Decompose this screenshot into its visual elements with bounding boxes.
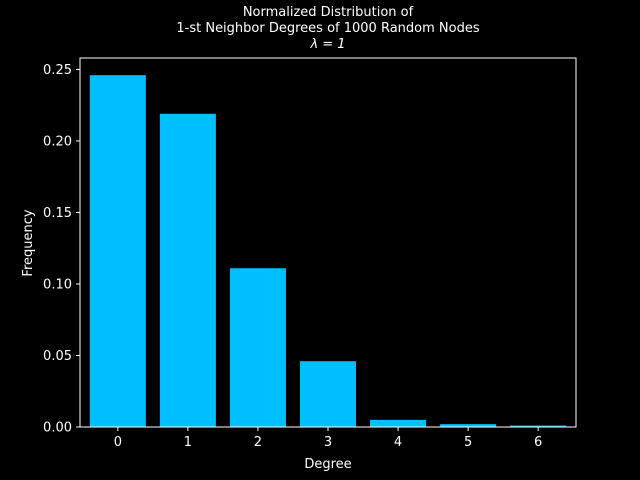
y-tick-label: 0.05	[43, 349, 72, 364]
axes-frame	[79, 57, 577, 428]
x-tick-label: 4	[394, 435, 402, 450]
bar-degree-0	[89, 75, 146, 427]
y-axis-label: Frequency	[21, 209, 36, 276]
y-tick-label: 0.25	[43, 63, 72, 78]
bar-degree-6	[510, 425, 567, 427]
y-tick-label: 0.20	[43, 134, 72, 149]
x-tick-label: 0	[114, 435, 122, 450]
x-axis-label: Degree	[304, 457, 351, 472]
x-tick-label: 5	[464, 435, 472, 450]
chart-title-line-1: Normalized Distribution of	[243, 5, 414, 20]
bar-degree-1	[159, 113, 216, 427]
bar-degree-5	[440, 424, 497, 427]
chart-title-line-2: 1-st Neighbor Degrees of 1000 Random Nod…	[176, 21, 479, 36]
bar-degree-3	[299, 361, 357, 427]
x-tick-label: 2	[254, 435, 262, 450]
y-tick-label: 0.15	[43, 206, 72, 221]
chart-title-line-3: λ = 1	[309, 37, 345, 52]
y-tick-label: 0.10	[43, 277, 72, 292]
x-tick-label: 6	[534, 435, 542, 450]
ticks-layer: 0 1 2 3 4 5 6 0.00 0.05 0.10 0.15 0.20 0.25	[43, 63, 542, 450]
x-tick-label: 3	[324, 435, 332, 450]
bars-layer	[89, 75, 567, 427]
x-tick-label: 1	[184, 435, 192, 450]
y-tick-label: 0.00	[43, 421, 72, 436]
bar-degree-2	[229, 268, 286, 427]
bar-degree-4	[370, 419, 427, 427]
